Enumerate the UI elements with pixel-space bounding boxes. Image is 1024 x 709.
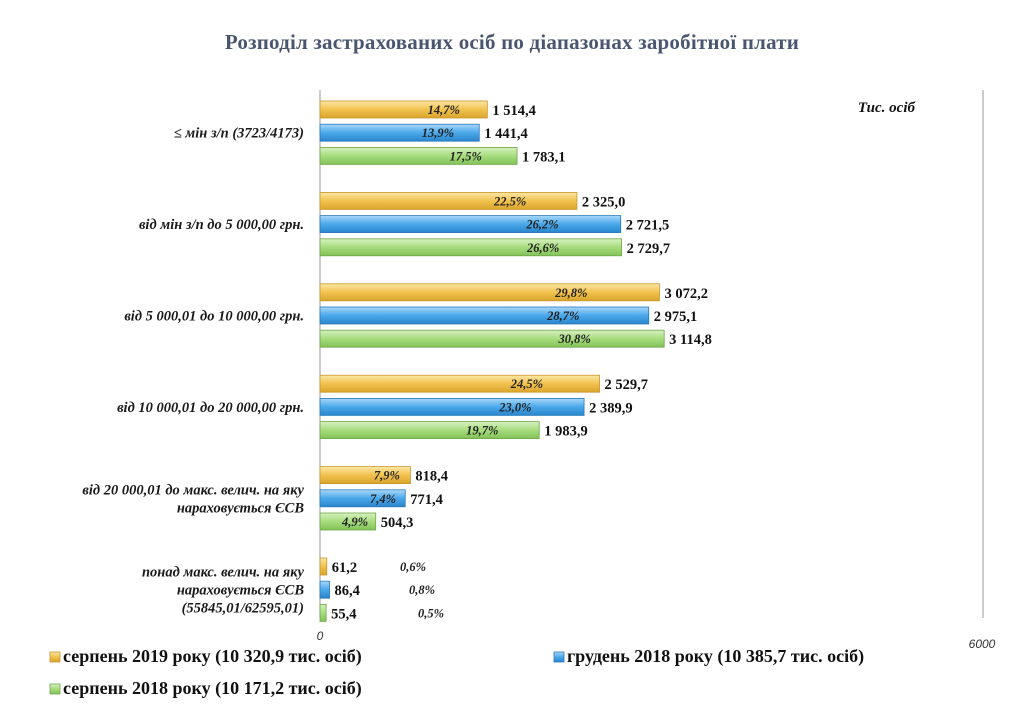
- value-label: 1 983,9: [544, 424, 588, 440]
- category-label: (55845,01/62595,01): [182, 601, 304, 617]
- chart-title: Розподіл застрахованих осіб по діапазона…: [224, 30, 800, 54]
- value-label: 2 729,7: [627, 241, 671, 257]
- value-label: 2 325,0: [582, 194, 626, 210]
- legend-label: серпень 2019 року (10 320,9 тис. осіб): [63, 646, 362, 667]
- bar: [319, 466, 411, 485]
- bar: [319, 100, 488, 119]
- value-label: 3 114,8: [669, 332, 712, 348]
- bar: [319, 512, 377, 531]
- bar: [319, 421, 540, 440]
- percent-label: 22,5%: [493, 194, 526, 208]
- value-label: 2 721,5: [626, 218, 670, 234]
- percent-label: 13,9%: [422, 126, 454, 140]
- x-tick-label: 0: [317, 629, 324, 643]
- value-label: 1 783,1: [522, 149, 566, 165]
- value-label: 1 514,4: [492, 103, 536, 119]
- bar: [319, 489, 406, 508]
- value-label: 2 389,9: [589, 400, 633, 416]
- bar: [319, 238, 623, 257]
- value-label: 504,3: [381, 515, 414, 531]
- percent-label: 0,8%: [409, 583, 435, 597]
- x-tick-label: 6000: [969, 637, 996, 651]
- percent-label: 7,4%: [370, 492, 396, 506]
- percent-label: 0,5%: [418, 606, 444, 620]
- legend-swatch: [553, 651, 565, 663]
- unit-label: Тис. осіб: [858, 100, 916, 116]
- value-label: 61,2: [332, 560, 357, 576]
- category-label: від 5 000,01 до 10 000,00 грн.: [124, 309, 304, 325]
- value-label: 55,4: [331, 606, 356, 622]
- percent-label: 23,0%: [498, 400, 531, 414]
- value-label: 2 529,7: [605, 377, 649, 393]
- category-label: від мін з/п до 5 000,00 грн.: [139, 217, 304, 233]
- percent-label: 19,7%: [466, 424, 498, 438]
- percent-label: 24,5%: [510, 377, 543, 391]
- value-label: 3 072,2: [664, 286, 708, 302]
- legend-label: серпень 2018 року (10 171,2 тис. осіб): [63, 678, 362, 699]
- bar: [319, 397, 585, 416]
- bar: [319, 306, 650, 325]
- percent-label: 14,7%: [428, 103, 460, 117]
- percent-label: 29,8%: [554, 286, 587, 300]
- bar: [319, 191, 578, 210]
- category-label: від 20 000,01 до макс. велич. на яку: [82, 482, 304, 498]
- percent-label: 26,2%: [525, 218, 558, 232]
- category-label: від 10 000,01 до 20 000,00 грн.: [117, 400, 304, 416]
- percent-label: 26,6%: [526, 241, 559, 255]
- bar: [319, 283, 660, 302]
- bar: [319, 146, 518, 165]
- percent-label: 4,9%: [341, 515, 368, 529]
- bar: [319, 557, 328, 576]
- value-label: 1 441,4: [484, 126, 527, 142]
- percent-label: 7,9%: [374, 469, 400, 483]
- bar: [319, 215, 622, 234]
- category-label: нараховується ЄСВ: [177, 583, 305, 599]
- bar: [319, 580, 330, 599]
- bar: [319, 604, 327, 622]
- category-label: нараховується ЄСВ: [177, 500, 305, 516]
- category-label: ≤ мін з/п (3723/4173): [174, 126, 304, 142]
- bar: [319, 123, 480, 142]
- value-label: 818,4: [415, 469, 448, 485]
- value-label: 2 975,1: [654, 309, 698, 325]
- value-label: 86,4: [335, 583, 360, 599]
- bar: [319, 374, 600, 393]
- bar: [319, 329, 665, 348]
- percent-label: 0,6%: [400, 560, 426, 574]
- percent-label: 28,7%: [546, 309, 579, 323]
- percent-label: 30,8%: [558, 332, 591, 346]
- category-label: понад макс. велич. на яку: [142, 565, 305, 581]
- legend-label: грудень 2018 року (10 385,7 тис. осіб): [567, 646, 864, 667]
- legend-swatch: [49, 651, 61, 663]
- percent-label: 17,5%: [450, 149, 482, 163]
- legend-swatch: [49, 683, 61, 695]
- value-label: 771,4: [410, 492, 443, 508]
